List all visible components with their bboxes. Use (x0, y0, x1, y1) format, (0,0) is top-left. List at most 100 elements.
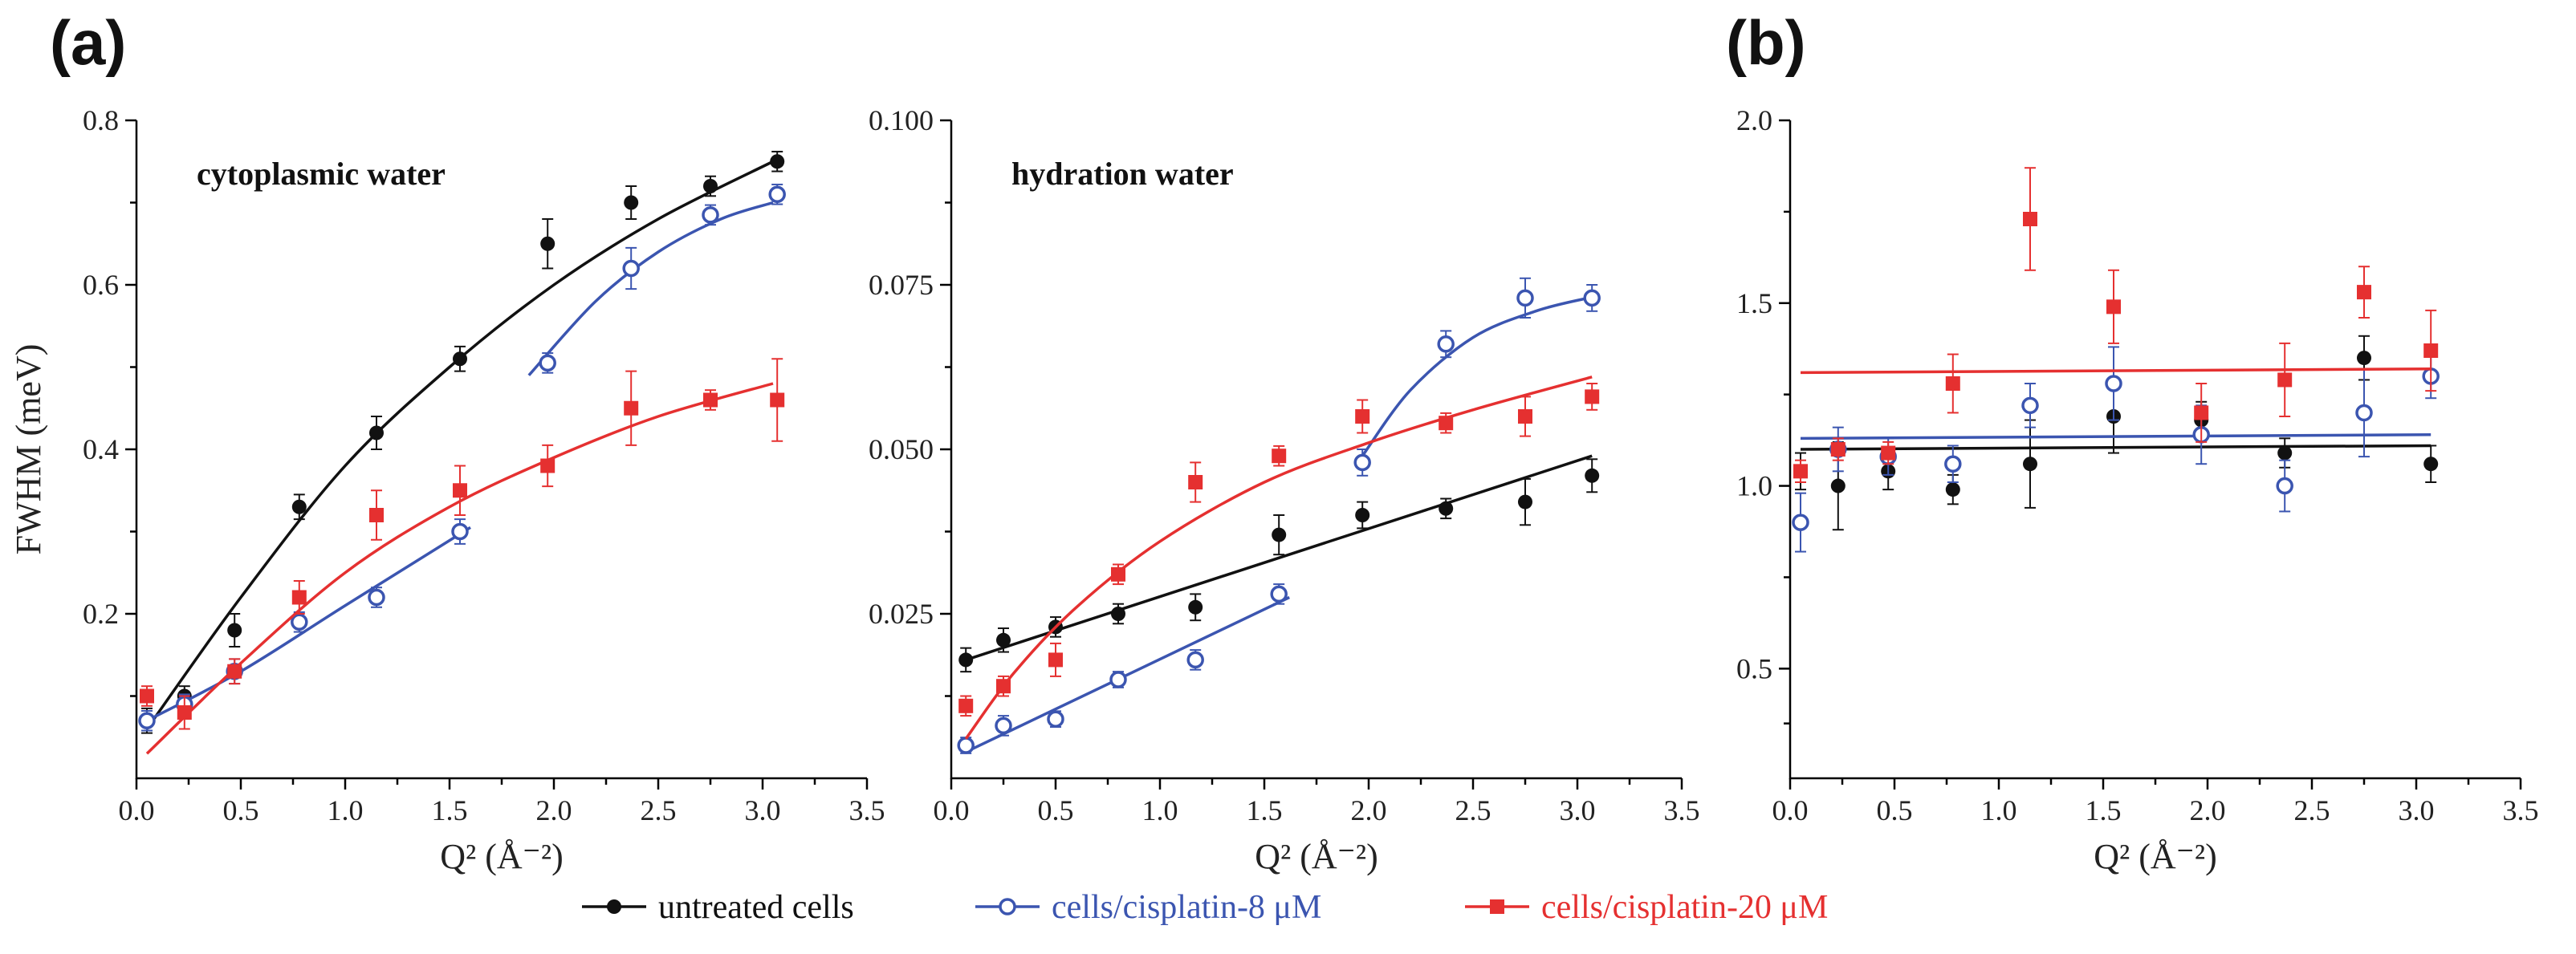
x-tick-label: 0.0 (119, 794, 155, 826)
data-point-cis20 (770, 392, 785, 408)
data-point-untreated (1111, 607, 1125, 621)
legend-label: cells/cisplatin-20 μM (1541, 889, 1828, 926)
data-point-cis20 (453, 483, 467, 498)
data-point-cis8 (2355, 404, 2373, 422)
data-point-cis20 (1439, 416, 1454, 431)
data-point-cis20 (1830, 442, 1846, 457)
data-point-cis8 (291, 613, 308, 631)
data-point-untreated (1945, 482, 1960, 497)
fit-line-untreated (1800, 444, 2432, 451)
y-tick-label: 0.8 (83, 104, 119, 136)
data-point-untreated (1188, 599, 1203, 615)
series-cis8 (138, 183, 786, 732)
data-point-untreated (703, 179, 718, 193)
panel-label-b: (b) (1726, 7, 1806, 78)
data-point-cis20 (227, 664, 242, 679)
data-point-cis20 (2194, 405, 2209, 420)
data-point-untreated (540, 236, 555, 251)
data-point-cis20 (1881, 445, 1896, 461)
data-point-cis20 (703, 392, 718, 408)
data-point-cis20 (540, 458, 555, 473)
data-point-cis8 (2276, 477, 2293, 495)
data-point-untreated (2277, 445, 2293, 461)
x-tick-label: 1.0 (328, 794, 364, 826)
data-point-cis8 (2105, 375, 2122, 392)
data-point-cis20 (177, 705, 192, 720)
data-point-cis8 (702, 206, 719, 224)
series-cis20 (1793, 167, 2439, 483)
y-tick-label: 0.025 (869, 598, 934, 630)
data-point-cis8 (138, 712, 156, 729)
data-point-cis8 (1516, 289, 1534, 307)
axes-frame (135, 120, 867, 780)
chart-1: 0.0 0.5 1.0 1.5 2.0 2.5 3.0 3.5 0.2 0.4 0.6 0.8 Q² (… (9, 104, 885, 876)
data-point-untreated (770, 154, 785, 169)
data-point-untreated (1355, 508, 1370, 522)
data-point-cis20 (996, 679, 1011, 694)
data-point-untreated (996, 632, 1011, 648)
legend-item-cis8: cells/cisplatin-8 μM (975, 889, 1321, 926)
data-point-cis8 (1109, 671, 1127, 688)
x-tick-label: 3.5 (849, 794, 885, 826)
y-tick-label: 0.050 (869, 433, 934, 465)
x-tick-label: 2.0 (2190, 794, 2226, 826)
data-point-cis20 (2357, 285, 2371, 300)
data-point-cis8 (368, 588, 385, 607)
data-point-cis8 (1792, 514, 1809, 531)
data-point-cis8 (1270, 585, 1288, 603)
data-point-cis8 (451, 522, 469, 541)
fit-line-cis20 (964, 376, 1593, 740)
data-point-cis8 (1047, 710, 1064, 728)
x-tick-label: 2.5 (2294, 794, 2330, 826)
data-point-cis8 (539, 354, 556, 372)
x-tick-label: 3.0 (2399, 794, 2435, 826)
data-point-cis20 (2023, 212, 2037, 226)
data-point-cis20 (2106, 299, 2121, 315)
x-tick-label: 2.5 (1455, 794, 1491, 826)
fit-line-cis8 (965, 595, 1290, 753)
data-point-cis8 (957, 737, 975, 754)
data-point-cis8 (622, 259, 640, 278)
y-tick-label: 0.5 (1736, 652, 1772, 684)
panel-title: cytoplasmic water (197, 156, 446, 192)
x-tick-label: 3.5 (2503, 794, 2539, 826)
x-tick-label: 0.5 (1877, 794, 1913, 826)
x-tick-label: 0.0 (934, 794, 970, 826)
fit-line-cis8 (1800, 433, 2432, 440)
data-point-cis20 (1518, 409, 1532, 424)
x-tick-label: 1.5 (2086, 794, 2122, 826)
data-point-untreated (291, 499, 307, 514)
y-tick-label: 1.0 (1736, 470, 1772, 502)
legend-marker (999, 898, 1016, 915)
axes-frame (950, 120, 1682, 780)
data-point-cis8 (1583, 289, 1601, 307)
x-tick-label: 0.5 (223, 794, 259, 826)
legend-item-cis20: cells/cisplatin-20 μM (1465, 889, 1828, 926)
data-point-untreated (1830, 478, 1846, 493)
data-point-cis20 (369, 508, 384, 522)
x-tick-label: 0.0 (1772, 794, 1809, 826)
fit-line-untreated (145, 160, 774, 730)
legend-marker (1490, 899, 1504, 914)
x-tick-label: 2.0 (536, 794, 572, 826)
y-tick-label: 0.100 (869, 104, 934, 136)
legend-marker (607, 899, 621, 914)
x-tick-label: 1.0 (1142, 794, 1178, 826)
x-axis-label: Q² (Å⁻²) (2094, 837, 2216, 876)
data-point-untreated (1439, 501, 1454, 516)
data-point-cis20 (624, 400, 639, 416)
data-point-cis20 (2277, 372, 2293, 388)
x-axis-label: Q² (Å⁻²) (1255, 837, 1378, 876)
data-point-cis20 (291, 590, 307, 605)
legend: untreated cells cells/cisplatin-8 μM cells… (582, 889, 1828, 926)
chart-2: 0.0 0.5 1.0 1.5 2.0 2.5 3.0 3.5 0.025 0.050 0.075 0… (869, 104, 1700, 876)
series-untreated (140, 150, 785, 734)
data-point-cis20 (1111, 566, 1125, 582)
data-point-untreated (2423, 457, 2439, 472)
series-untreated (1793, 335, 2439, 531)
data-point-cis20 (958, 698, 974, 713)
data-point-cis8 (1944, 455, 1962, 473)
data-point-cis8 (1186, 651, 1204, 669)
x-tick-label: 1.5 (1247, 794, 1283, 826)
data-point-cis20 (1585, 389, 1600, 404)
